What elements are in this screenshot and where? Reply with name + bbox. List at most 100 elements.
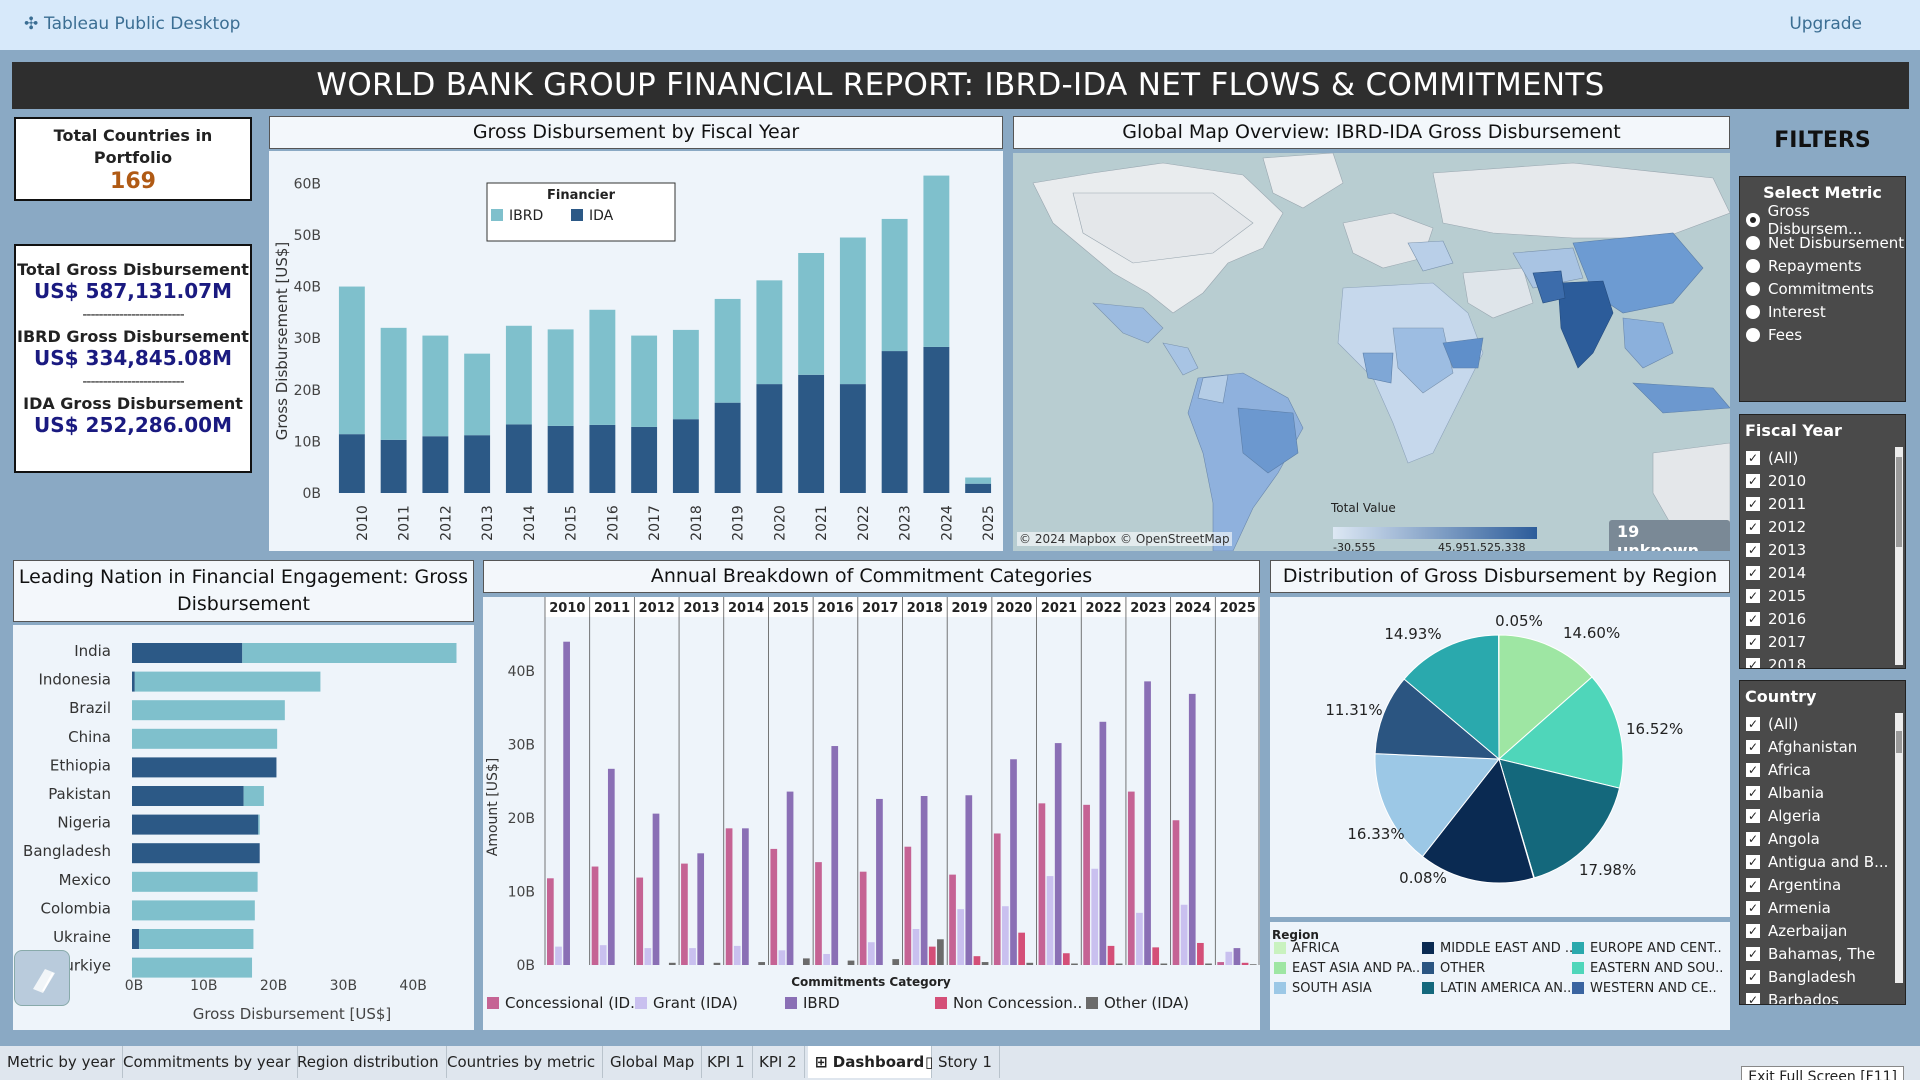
checkbox[interactable]: ✓ xyxy=(1746,739,1760,754)
checkbox[interactable]: ✓ xyxy=(1746,450,1760,465)
country-option[interactable]: ✓ Algeria xyxy=(1740,804,1905,827)
radio-button[interactable] xyxy=(1746,235,1760,250)
fiscal-year-option[interactable]: ✓ 2012 xyxy=(1740,515,1905,538)
bar-ibrd[interactable] xyxy=(132,871,258,892)
bar-concessional-id-[interactable] xyxy=(815,862,822,965)
bar-non-concession-[interactable] xyxy=(1152,947,1160,965)
revert-button[interactable] xyxy=(14,950,70,1006)
bar-ida[interactable] xyxy=(672,419,699,493)
region-pie-chart[interactable]: 0.05% 14.60% 16.52% 17.98% 0.08% 16.33% 11.31%… xyxy=(1270,597,1730,917)
bar-ibrd[interactable] xyxy=(1054,743,1062,965)
annual-breakdown-chart[interactable]: 2010 2011 2012 2013 2014 2015 2016 2017 2018 2019… xyxy=(483,597,1260,1030)
checkbox[interactable]: ✓ xyxy=(1746,496,1760,511)
bar-other-ida-[interactable] xyxy=(937,939,944,965)
bar-ibrd[interactable] xyxy=(831,746,839,965)
bar-ida[interactable] xyxy=(132,814,259,835)
radio-button[interactable] xyxy=(1746,304,1760,319)
country-option[interactable]: ✓ Bahamas, The xyxy=(1740,942,1905,965)
tab-dashboard[interactable]: ⊞ Dashboard xyxy=(808,1046,933,1078)
tab-kpi-1[interactable]: KPI 1 xyxy=(700,1046,753,1078)
bar-ida[interactable] xyxy=(505,424,532,493)
bar-non-concession-[interactable] xyxy=(928,946,936,965)
bar-other-ida-[interactable] xyxy=(1249,964,1257,965)
bar-ibrd[interactable] xyxy=(338,286,365,435)
bar-concessional-id-[interactable] xyxy=(1038,803,1046,965)
metric-option[interactable]: Gross Disbursem... xyxy=(1740,202,1905,238)
pie-slice-eastern-and-sou-[interactable] xyxy=(1497,676,1624,789)
checkbox[interactable]: ✓ xyxy=(1746,542,1760,557)
radio-button[interactable] xyxy=(1746,212,1760,227)
bar-grant-ida-[interactable] xyxy=(1091,868,1099,965)
bar-ibrd[interactable] xyxy=(839,237,866,385)
bar-other-ida-[interactable] xyxy=(892,959,900,965)
tab-commitments-by-year[interactable]: Commitments by year xyxy=(116,1046,299,1078)
bar-grant-ida-[interactable] xyxy=(867,942,875,965)
bar-ida[interactable] xyxy=(132,929,139,949)
bar-other-ida-[interactable] xyxy=(668,962,676,965)
bar-non-concession-[interactable] xyxy=(1018,932,1025,965)
bar-ibrd[interactable] xyxy=(798,253,825,375)
bar-concessional-id-[interactable] xyxy=(993,833,1001,965)
bar-concessional-id-[interactable] xyxy=(770,848,778,965)
metric-option[interactable]: Repayments xyxy=(1740,254,1905,277)
bar-grant-ida-[interactable] xyxy=(733,945,741,965)
radio-button[interactable] xyxy=(1746,281,1760,296)
bar-concessional-id-[interactable] xyxy=(904,846,912,965)
checkbox[interactable]: ✓ xyxy=(1746,946,1760,961)
bar-grant-ida-[interactable] xyxy=(778,950,786,965)
bar-ibrd[interactable] xyxy=(134,671,321,692)
bar-grant-ida-[interactable] xyxy=(1225,951,1233,965)
fiscal-year-option[interactable]: ✓ 2016 xyxy=(1740,607,1905,630)
bar-ibrd[interactable] xyxy=(697,853,705,965)
fiscal-year-option[interactable]: ✓ 2015 xyxy=(1740,584,1905,607)
checkbox[interactable]: ✓ xyxy=(1746,992,1760,1005)
country-option[interactable]: ✓ Argentina xyxy=(1740,873,1905,896)
bar-concessional-id-[interactable] xyxy=(1083,804,1090,965)
pie-slice-latin-america-an-[interactable] xyxy=(1498,758,1621,879)
bar-other-ida-[interactable] xyxy=(1071,963,1078,965)
fiscal-year-option[interactable]: ✓ 2014 xyxy=(1740,561,1905,584)
bar-ibrd[interactable] xyxy=(132,900,255,921)
bar-ibrd[interactable] xyxy=(1010,759,1017,965)
fiscal-year-scroll-thumb[interactable] xyxy=(1896,457,1902,547)
fiscal-year-option[interactable]: ✓ 2010 xyxy=(1740,469,1905,492)
bar-concessional-id-[interactable] xyxy=(949,874,956,965)
bar-ibrd[interactable] xyxy=(631,335,658,427)
bar-other-ida-[interactable] xyxy=(1026,962,1034,965)
bar-ida[interactable] xyxy=(881,351,908,493)
tab-countries-by-metric[interactable]: Countries by metric xyxy=(440,1046,604,1078)
bar-ida[interactable] xyxy=(132,671,135,692)
country-option[interactable]: ✓ Antigua and B... xyxy=(1740,850,1905,873)
checkbox[interactable]: ✓ xyxy=(1746,657,1760,668)
bar-ida[interactable] xyxy=(132,843,260,864)
bar-grant-ida-[interactable] xyxy=(1046,876,1054,965)
bar-grant-ida-[interactable] xyxy=(957,909,965,965)
checkbox[interactable]: ✓ xyxy=(1746,519,1760,534)
pie-slice-south-asia[interactable] xyxy=(1374,753,1500,858)
bar-ida[interactable] xyxy=(839,384,866,493)
bar-other-ida-[interactable] xyxy=(1115,963,1123,965)
bar-grant-ida-[interactable] xyxy=(912,928,920,965)
bar-ibrd[interactable] xyxy=(505,325,532,425)
metric-option[interactable]: Commitments xyxy=(1740,277,1905,300)
bar-ibrd[interactable] xyxy=(881,218,908,352)
checkbox[interactable]: ✓ xyxy=(1746,854,1760,869)
checkbox[interactable]: ✓ xyxy=(1746,716,1760,731)
bar-concessional-id-[interactable] xyxy=(1127,791,1135,965)
fiscal-year-option[interactable]: ✓ 2011 xyxy=(1740,492,1905,515)
bar-ibrd[interactable] xyxy=(742,828,749,965)
bar-ibrd[interactable] xyxy=(607,768,615,965)
radio-button[interactable] xyxy=(1746,327,1760,342)
bar-ibrd[interactable] xyxy=(132,700,285,721)
bar-ida[interactable] xyxy=(338,434,365,493)
country-scrollbar[interactable] xyxy=(1895,713,1903,983)
checkbox[interactable]: ✓ xyxy=(1746,831,1760,846)
bar-ibrd[interactable] xyxy=(1233,948,1241,965)
bar-ida[interactable] xyxy=(547,425,574,493)
bar-ida[interactable] xyxy=(756,384,783,493)
bar-other-ida-[interactable] xyxy=(1205,963,1212,965)
bar-ibrd[interactable] xyxy=(923,175,950,347)
bar-ida[interactable] xyxy=(965,483,992,493)
bar-ibrd[interactable] xyxy=(756,280,783,385)
